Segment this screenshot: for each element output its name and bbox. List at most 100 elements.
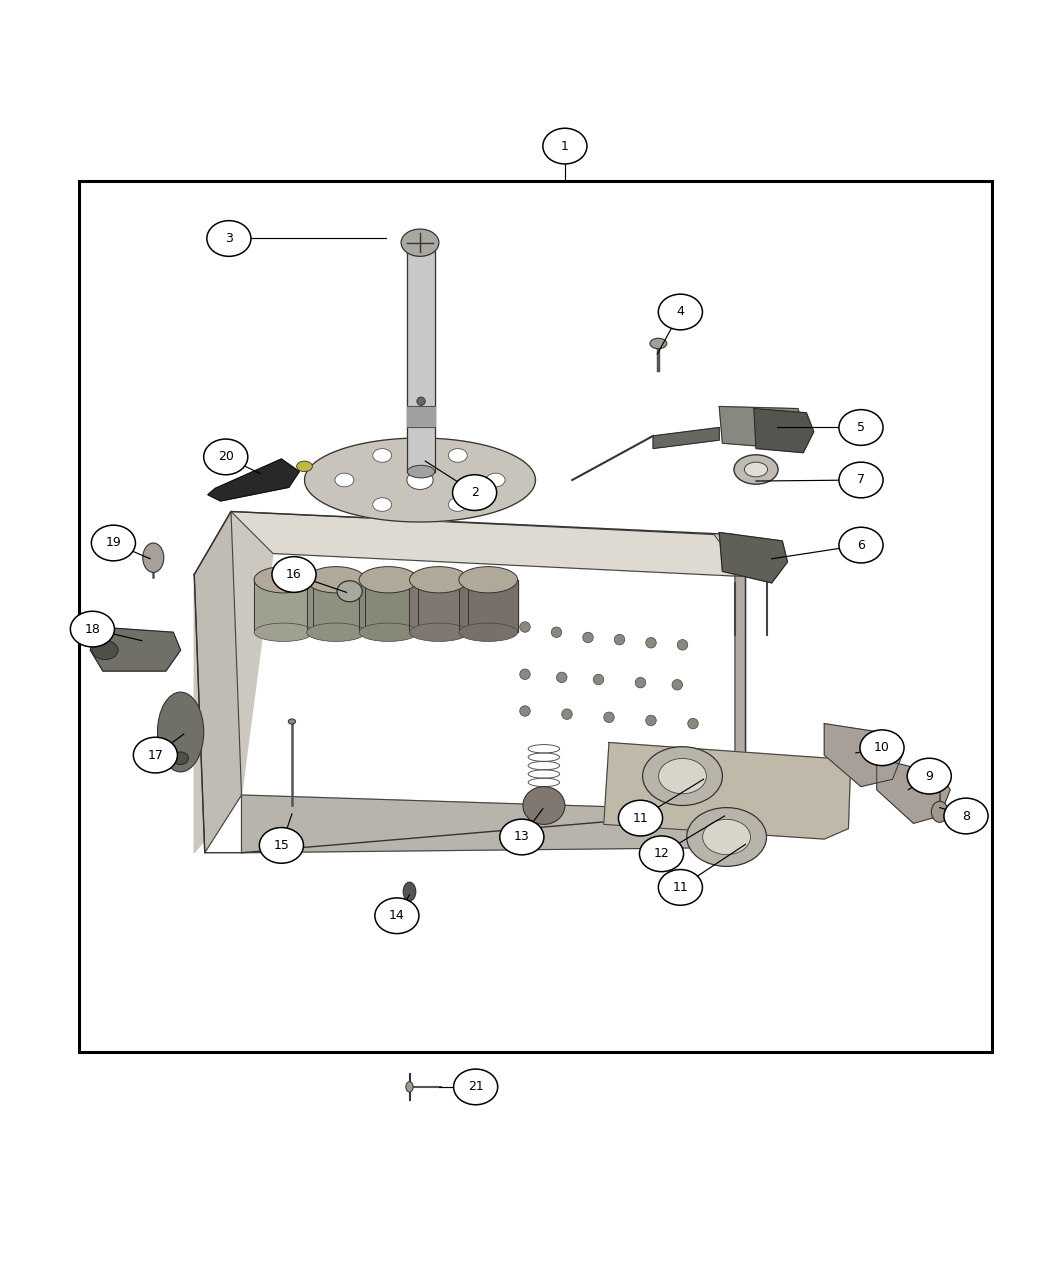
Ellipse shape xyxy=(639,836,684,872)
Ellipse shape xyxy=(839,528,883,564)
Ellipse shape xyxy=(207,221,251,256)
Text: 16: 16 xyxy=(286,567,302,581)
Ellipse shape xyxy=(401,230,439,256)
Text: 15: 15 xyxy=(273,839,290,852)
Polygon shape xyxy=(459,580,518,632)
Ellipse shape xyxy=(551,627,562,638)
Ellipse shape xyxy=(944,798,988,834)
Polygon shape xyxy=(410,580,468,632)
Polygon shape xyxy=(254,580,313,632)
Polygon shape xyxy=(231,511,746,576)
Text: 1: 1 xyxy=(561,139,569,153)
Text: 9: 9 xyxy=(925,770,933,783)
Ellipse shape xyxy=(453,474,497,510)
Ellipse shape xyxy=(593,674,604,685)
Ellipse shape xyxy=(288,719,296,724)
Text: 12: 12 xyxy=(653,848,670,861)
Ellipse shape xyxy=(486,473,505,487)
Ellipse shape xyxy=(687,807,766,867)
Ellipse shape xyxy=(520,706,530,717)
Ellipse shape xyxy=(907,759,951,794)
Text: 7: 7 xyxy=(857,473,865,487)
Ellipse shape xyxy=(702,820,751,854)
Text: 4: 4 xyxy=(676,306,685,319)
Ellipse shape xyxy=(337,581,362,602)
Polygon shape xyxy=(307,580,365,632)
Ellipse shape xyxy=(410,566,468,593)
Ellipse shape xyxy=(459,623,518,641)
Ellipse shape xyxy=(459,566,518,593)
Text: 17: 17 xyxy=(147,748,164,761)
Polygon shape xyxy=(359,580,418,632)
Polygon shape xyxy=(194,511,745,853)
Text: 2: 2 xyxy=(470,486,479,499)
Ellipse shape xyxy=(92,640,118,659)
Ellipse shape xyxy=(672,680,682,690)
Ellipse shape xyxy=(839,462,883,497)
Ellipse shape xyxy=(296,462,313,472)
Ellipse shape xyxy=(658,295,702,330)
Ellipse shape xyxy=(454,1068,498,1104)
Ellipse shape xyxy=(839,409,883,445)
Ellipse shape xyxy=(658,759,707,794)
Ellipse shape xyxy=(158,692,204,771)
Ellipse shape xyxy=(583,632,593,643)
Polygon shape xyxy=(604,742,851,839)
Ellipse shape xyxy=(658,870,702,905)
Ellipse shape xyxy=(407,236,435,251)
Ellipse shape xyxy=(407,470,433,490)
Ellipse shape xyxy=(448,497,467,511)
Polygon shape xyxy=(90,627,181,671)
Text: 11: 11 xyxy=(672,881,689,894)
Ellipse shape xyxy=(259,827,303,863)
Polygon shape xyxy=(208,459,299,501)
Ellipse shape xyxy=(643,747,722,806)
Text: 6: 6 xyxy=(857,538,865,552)
Ellipse shape xyxy=(523,787,565,825)
Ellipse shape xyxy=(133,737,177,773)
Ellipse shape xyxy=(410,623,468,641)
Ellipse shape xyxy=(254,566,313,593)
Text: 13: 13 xyxy=(514,830,530,844)
Ellipse shape xyxy=(70,611,114,646)
Ellipse shape xyxy=(618,801,663,836)
Text: 10: 10 xyxy=(874,741,890,755)
Polygon shape xyxy=(719,407,803,449)
Polygon shape xyxy=(194,511,242,853)
Ellipse shape xyxy=(931,801,948,822)
Ellipse shape xyxy=(650,338,667,349)
Ellipse shape xyxy=(307,566,365,593)
Polygon shape xyxy=(719,533,788,583)
Ellipse shape xyxy=(860,729,904,765)
Polygon shape xyxy=(304,439,536,521)
Ellipse shape xyxy=(744,462,768,477)
Text: 14: 14 xyxy=(388,909,404,922)
Ellipse shape xyxy=(688,718,698,729)
Polygon shape xyxy=(407,244,435,472)
Ellipse shape xyxy=(335,473,354,487)
Ellipse shape xyxy=(677,640,688,650)
Ellipse shape xyxy=(520,669,530,680)
Ellipse shape xyxy=(359,623,418,641)
Ellipse shape xyxy=(604,711,614,723)
Ellipse shape xyxy=(373,497,392,511)
Ellipse shape xyxy=(407,465,435,478)
Ellipse shape xyxy=(500,819,544,854)
Ellipse shape xyxy=(417,397,425,405)
Ellipse shape xyxy=(635,677,646,689)
Ellipse shape xyxy=(614,635,625,645)
Ellipse shape xyxy=(91,525,135,561)
Polygon shape xyxy=(824,724,903,787)
Polygon shape xyxy=(754,408,814,453)
Ellipse shape xyxy=(556,672,567,682)
Ellipse shape xyxy=(734,455,778,484)
Ellipse shape xyxy=(520,622,530,632)
Polygon shape xyxy=(407,407,435,427)
Polygon shape xyxy=(735,534,746,836)
Ellipse shape xyxy=(307,623,365,641)
Ellipse shape xyxy=(375,898,419,933)
Ellipse shape xyxy=(373,449,392,463)
Polygon shape xyxy=(242,796,735,853)
Text: 20: 20 xyxy=(217,450,234,463)
Ellipse shape xyxy=(172,752,189,765)
